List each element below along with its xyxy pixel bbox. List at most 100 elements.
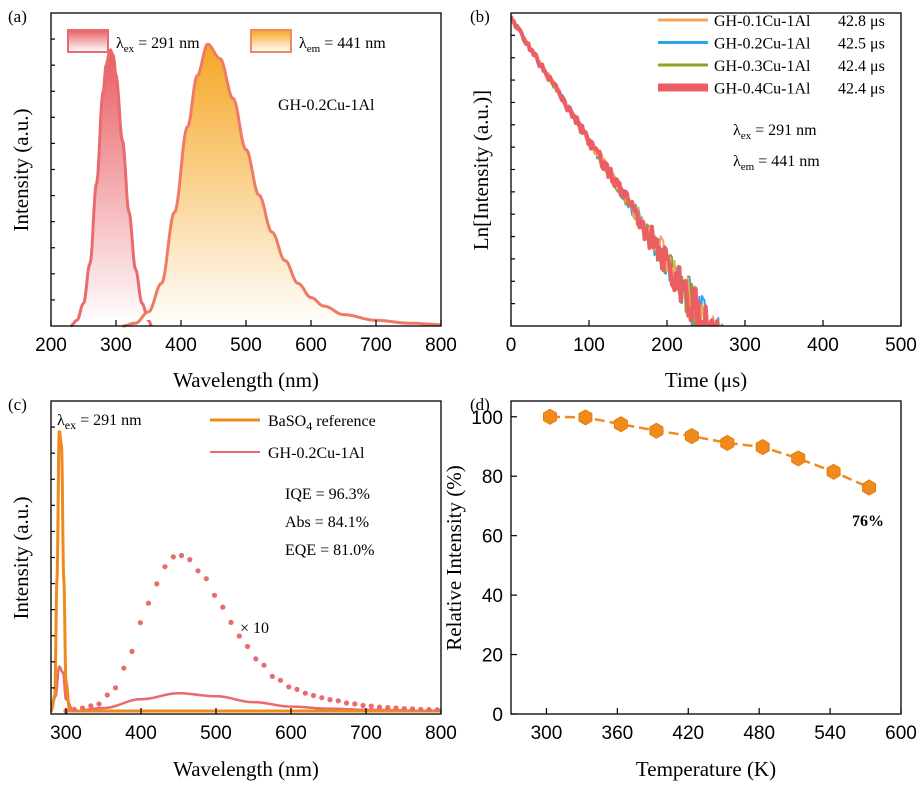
emission-curve <box>122 42 441 328</box>
panel-b-xtick-label: 0 <box>506 335 517 356</box>
x10-point <box>178 552 185 559</box>
panel-b-plot <box>511 15 725 326</box>
panel-d-annotation: 76% <box>852 513 884 530</box>
x10-point <box>195 568 201 574</box>
panel-d-ylabel: Relative Intensity (%) <box>442 465 466 650</box>
x10-point <box>104 692 110 698</box>
panel-d-xtick-label: 480 <box>743 723 775 744</box>
x10-point <box>137 620 143 626</box>
x10-point <box>376 704 383 710</box>
legend-emission-swatch <box>250 29 292 53</box>
panel-a-xtick-label: 700 <box>360 335 392 356</box>
panel-b-excitation: λex = 291 nm <box>733 122 817 142</box>
x10-point <box>244 643 251 650</box>
x10-point <box>162 564 168 570</box>
panel-b-xtick-label: 200 <box>651 335 683 356</box>
panel-a-xtick-label: 600 <box>295 335 327 356</box>
panel-b-ticks: 0 100 200 300 400 500 <box>506 34 917 356</box>
excitation-fill <box>70 50 152 326</box>
panel-b-legend: GH-0.1Cu-1Al 42.8 μs GH-0.2Cu-1Al 42.5 μs GH… <box>658 13 885 98</box>
thermal-point <box>578 409 593 426</box>
thermal-line <box>549 415 870 489</box>
x10-point <box>434 707 440 713</box>
panel-c-xtick-label: 400 <box>125 723 157 744</box>
x10-point <box>261 662 267 668</box>
legend-excitation-swatch <box>67 29 109 53</box>
panel-a-sample-label: GH-0.2Cu-1Al <box>278 97 375 114</box>
x10-point <box>294 686 300 693</box>
decay-GH-0.3Cu-1Al <box>511 15 723 326</box>
panel-c-xtick-label: 500 <box>200 723 232 744</box>
x10-point <box>121 665 127 671</box>
panel-a: (a) 200 300 400 500 600 700 800 Wavelength (nm… <box>8 7 457 392</box>
panel-d-xtick-label: 420 <box>672 723 704 744</box>
panel-d-xtick-label: 540 <box>814 723 846 744</box>
panel-d-ytick-label: 0 <box>492 705 503 726</box>
panel-d: (d) 300 360 420 480 540 600 0 20 40 60 80 100 Tempe… <box>442 395 917 781</box>
panel-c-xtick-label: 700 <box>350 723 382 744</box>
legend-lifetime-GH-0.3Cu-1Al: 42.4 μs <box>838 58 885 75</box>
x10-point <box>211 592 218 598</box>
x10-point <box>385 704 391 711</box>
panel-a-ticks: 200 300 400 500 600 700 800 <box>35 38 457 356</box>
panel-c-ylabel: Intensity (a.u.) <box>9 496 33 619</box>
legend-label-GH-0.2Cu-1Al: GH-0.2Cu-1Al <box>714 36 811 53</box>
panel-a-ylabel: Intensity (a.u.) <box>9 108 33 231</box>
x10-point <box>203 576 209 582</box>
panel-b-xlabel: Time (μs) <box>665 368 747 392</box>
x10-point <box>79 705 86 711</box>
thermal-point <box>613 416 628 433</box>
x10-point <box>343 700 350 706</box>
panel-d-ticks: 300 360 420 480 540 600 0 20 40 60 80 100 <box>471 408 917 744</box>
panel-c-multiplier: × 10 <box>240 620 269 637</box>
panel-b-xtick-label: 400 <box>807 335 839 356</box>
panel-c-xtick-label: 300 <box>50 723 82 744</box>
x10-point <box>319 695 325 701</box>
baso4-curve <box>49 430 441 713</box>
x10-point <box>335 698 341 704</box>
legend-lifetime-GH-0.2Cu-1Al: 42.5 μs <box>838 36 885 53</box>
x10-point <box>236 633 242 639</box>
panel-d-ytick-label: 40 <box>482 586 503 607</box>
thermal-point <box>826 463 841 480</box>
x10-point <box>286 684 292 690</box>
panel-d-plot <box>543 408 877 496</box>
panel-c: (c) 300 400 500 600 700 800 Wavelength (nm) I… <box>8 395 457 781</box>
panel-d-frame <box>510 400 902 715</box>
x10-point <box>145 600 152 606</box>
legend-label-GH-0.4Cu-1Al: GH-0.4Cu-1Al <box>714 81 811 98</box>
legend-lifetime-GH-0.4Cu-1Al: 42.4 μs <box>838 81 885 98</box>
decay-GH-0.2Cu-1Al <box>511 15 720 326</box>
thermal-point <box>862 479 877 496</box>
panel-c-ticks: 300 400 500 600 700 800 <box>50 426 457 744</box>
panel-b: (b) 0 100 200 300 400 500 Time (μs) Ln[Intens… <box>469 7 917 392</box>
x10-point <box>71 706 77 712</box>
panel-a-label: (a) <box>8 7 27 26</box>
x10-point <box>187 557 193 563</box>
panel-c-frame <box>50 400 442 715</box>
legend-baso4-label: BaSO4 reference <box>268 413 376 433</box>
thermal-point <box>649 422 664 439</box>
x10-point <box>352 701 358 707</box>
thermal-point <box>791 450 806 467</box>
panel-a-xtick-label: 200 <box>35 335 67 356</box>
x10-point <box>129 648 135 655</box>
legend-label-GH-0.3Cu-1Al: GH-0.3Cu-1Al <box>714 58 811 75</box>
thermal-point <box>543 408 557 425</box>
x10-point <box>418 706 424 713</box>
x10-point <box>170 554 176 560</box>
legend-sample-label: GH-0.2Cu-1Al <box>268 445 365 462</box>
panel-b-xtick-label: 100 <box>573 335 605 356</box>
panel-d-xtick-label: 360 <box>602 723 634 744</box>
panel-b-label: (b) <box>470 7 490 26</box>
panel-d-xtick-label: 300 <box>531 723 563 744</box>
sample-curve <box>50 664 441 713</box>
legend-excitation-label: λex = 291 nm <box>116 35 200 55</box>
x10-point <box>401 706 407 712</box>
x10-point <box>112 685 119 691</box>
panel-d-ytick-label: 20 <box>482 646 503 667</box>
panel-a-xtick-label: 300 <box>100 335 132 356</box>
x10-point <box>88 703 94 709</box>
panel-c-eqe: EQE = 81.0% <box>285 542 374 559</box>
